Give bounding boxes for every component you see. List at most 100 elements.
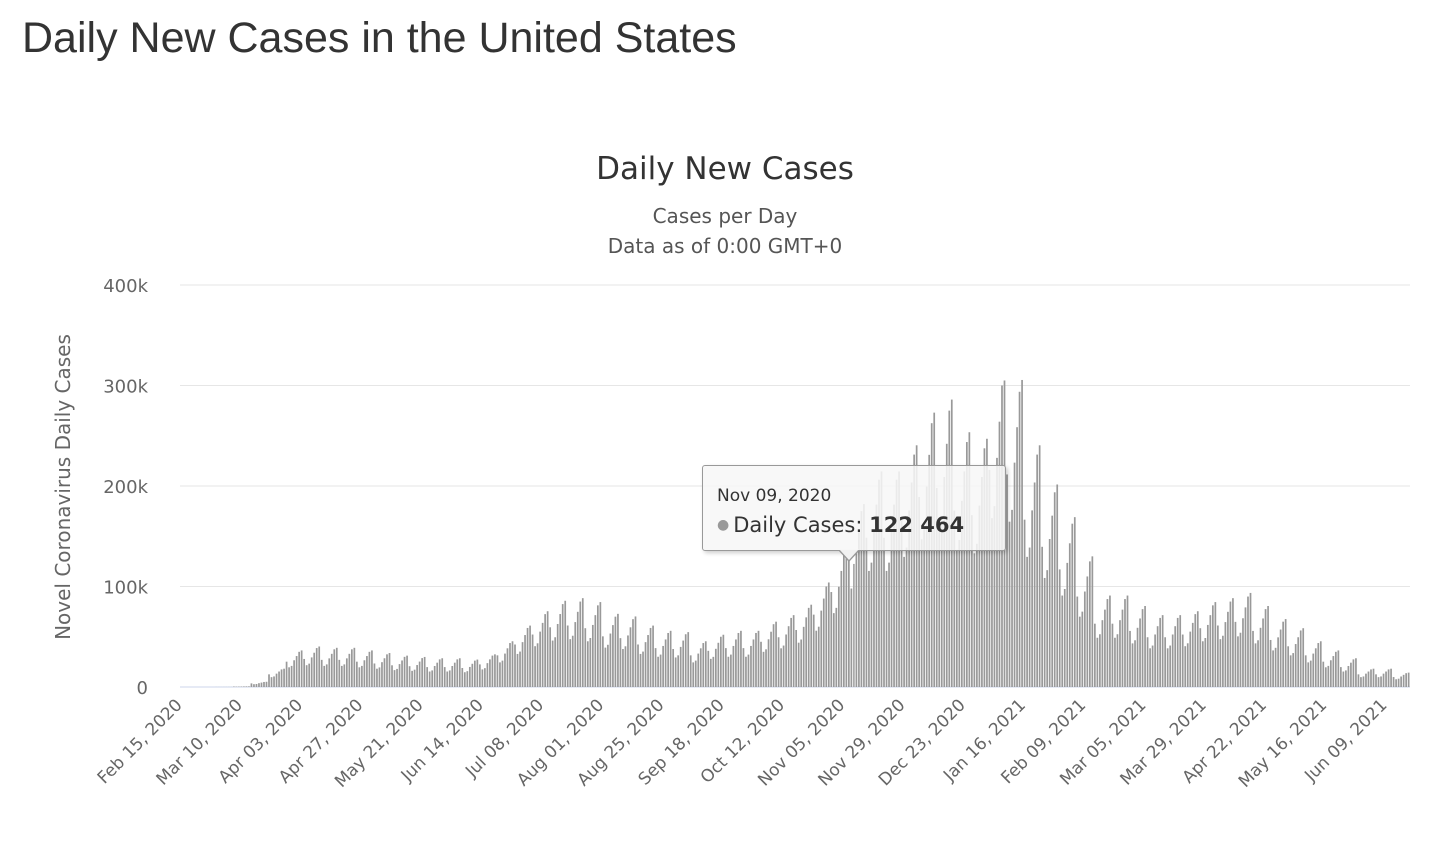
bar (664, 639, 667, 687)
bar (406, 655, 408, 687)
bar (303, 658, 306, 687)
bar (453, 662, 456, 687)
bar (1307, 662, 1310, 687)
bar (669, 630, 672, 687)
chart-subtitle-1: Cases per Day (653, 204, 798, 228)
bar (1352, 659, 1355, 687)
bar (1407, 672, 1410, 687)
bar (1186, 643, 1189, 687)
bar (1269, 639, 1272, 687)
bar (667, 632, 669, 687)
bar (1244, 607, 1247, 687)
bar (1199, 628, 1202, 687)
bar (250, 683, 253, 687)
bar (898, 471, 900, 687)
bar (1013, 462, 1016, 687)
bar (1370, 669, 1372, 687)
bar (604, 647, 607, 687)
bar (785, 634, 787, 687)
bar (333, 649, 336, 687)
bar (614, 616, 617, 687)
bar (910, 482, 913, 687)
y-tick-label: 0 (137, 678, 148, 699)
bar (579, 601, 582, 687)
bar (403, 656, 406, 687)
bar (290, 665, 293, 687)
bar (677, 655, 680, 687)
bar (1247, 596, 1249, 687)
bar (318, 646, 321, 687)
bar (827, 582, 830, 687)
bar (1402, 674, 1405, 687)
bar (1234, 621, 1237, 687)
bar (1164, 637, 1167, 687)
bar (737, 632, 740, 687)
bar (1101, 620, 1104, 687)
bar (504, 653, 506, 687)
bar (684, 634, 687, 687)
bar (1209, 615, 1212, 687)
bar (293, 660, 295, 687)
bar (581, 598, 584, 687)
bar (571, 635, 574, 687)
bar (1274, 647, 1277, 687)
bar (622, 649, 624, 687)
bar (554, 637, 557, 687)
bar (576, 611, 579, 687)
bar (1008, 521, 1011, 687)
bar (421, 658, 423, 687)
bar (516, 653, 519, 687)
bar (1068, 543, 1071, 687)
bar (971, 515, 973, 687)
bar (1279, 629, 1282, 687)
bar (659, 654, 662, 687)
bar (825, 586, 828, 687)
bar (1334, 651, 1337, 687)
bar (1174, 626, 1177, 687)
bar (531, 634, 534, 687)
bar (1232, 598, 1234, 687)
bar (938, 532, 941, 687)
bar (772, 624, 775, 687)
bar (883, 537, 885, 687)
bar (787, 626, 790, 687)
bar (1131, 643, 1134, 687)
bar (795, 630, 798, 687)
bar (546, 611, 549, 687)
bar (878, 479, 880, 687)
bar (1041, 546, 1044, 687)
bar (431, 670, 434, 687)
bar (1322, 661, 1325, 687)
bar (461, 668, 464, 687)
bar (1390, 668, 1392, 687)
bar (920, 539, 923, 687)
bar (536, 643, 539, 687)
bar (313, 652, 316, 687)
bar (1380, 676, 1382, 687)
bar (1345, 670, 1347, 687)
bar (599, 602, 602, 687)
bar (544, 614, 546, 687)
bar (747, 654, 750, 687)
bar (745, 656, 747, 687)
bar (255, 683, 258, 687)
bar (978, 505, 981, 687)
bar (868, 570, 870, 687)
bar (644, 642, 647, 687)
bar (740, 630, 742, 687)
bar (433, 665, 436, 687)
bar (925, 486, 928, 687)
tooltip: Nov 09, 2020 ● Daily Cases: 122 464 (702, 465, 1006, 551)
bar (1066, 562, 1069, 687)
bar (1088, 561, 1091, 687)
bar (1292, 653, 1295, 687)
bar (863, 504, 865, 687)
bar (1211, 605, 1214, 687)
bar (413, 669, 416, 687)
bar (376, 668, 378, 687)
bar (285, 661, 288, 687)
bar (993, 506, 996, 687)
bar (692, 662, 695, 687)
bar (1337, 650, 1340, 687)
bar (1294, 644, 1297, 687)
